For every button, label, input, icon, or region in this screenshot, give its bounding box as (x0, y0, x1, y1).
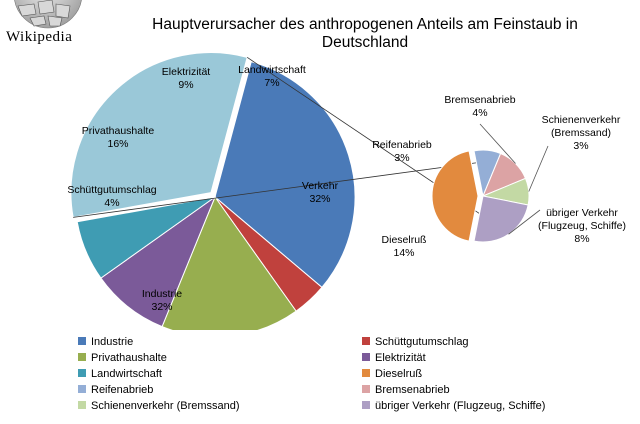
leader-line-bremsenabrieb (479, 123, 516, 164)
legend-swatch (362, 337, 370, 345)
legend-item-privathaushalte: Privathaushalte (78, 352, 167, 368)
legend-label: Bremsenabrieb (375, 384, 450, 396)
slice-label-industrie: Industrie 32% (142, 288, 182, 313)
pie-slice-privathaushalte (161, 195, 297, 330)
main-pie-labels: Industrie 32% Schüttgutumschlag 4% Privathau… (67, 64, 338, 313)
legend-swatch (362, 353, 370, 361)
legend-swatch (362, 401, 370, 409)
slice-label-elektrizitaet: Elektrizität 9% (162, 66, 211, 91)
pie-of-pie-chart: Industrie 32% Schüttgutumschlag 4% Privathau… (67, 52, 626, 330)
chart-title: Hauptverursacher des anthropogenen Antei… (152, 16, 578, 51)
legend-label: Schienenverkehr (Bremssand) (91, 400, 240, 412)
legend-swatch (362, 385, 370, 393)
slice-label-privathaushalte: Privathaushalte 16% (82, 125, 155, 150)
legend-swatch (78, 353, 86, 361)
legend-swatch (78, 369, 86, 377)
sub-slice-label-reifenabrieb: Reifenabrieb 3% (372, 139, 432, 164)
sub-slice-label-bremsenabrieb: Bremsenabrieb 4% (444, 94, 515, 119)
sub-pie-slice-uebriger-verkehr-flugzeug-schiffe (473, 195, 529, 243)
legend-label: Industrie (91, 336, 134, 348)
wikipedia-globe-logo (14, 0, 82, 29)
sub-slice-label-dieselruss: Dieselruß 14% (382, 234, 427, 259)
legend-label: Dieselruß (375, 368, 423, 380)
wikipedia-wordmark: Wikipedia (6, 29, 73, 45)
legend-label: Elektrizität (375, 352, 426, 364)
sub-slice-label-schienenverkehr-bremssand: Schienenverkehr (Bremssand) 3% (542, 114, 621, 152)
legend-item-dieselruss: Dieselruß (362, 368, 422, 384)
slice-label-schuettgutumschlag: Schüttgutumschlag 4% (67, 184, 156, 209)
sub-pie-labels: Dieselruß 14% Reifenabrieb 3% Bremsenabrieb 4… (372, 94, 626, 259)
legend-swatch (362, 369, 370, 377)
legend-label: übriger Verkehr (Flugzeug, Schiffe) (375, 400, 546, 412)
legend-label: Reifenabrieb (91, 384, 154, 396)
legend-item-bremsenabrieb: Bremsenabrieb (362, 384, 450, 400)
pie-slice-industrie (214, 61, 356, 289)
legend-item-schienenverkehr-bremssand: Schienenverkehr (Bremssand) (78, 400, 240, 416)
pie-slice-verkehr (70, 52, 248, 218)
leader-line-schienenverkehr-bremssand (528, 145, 549, 192)
pie-slice-elektrizitaet (100, 195, 217, 328)
sub-pie-slice-dieselruss (431, 150, 479, 242)
legend-swatch (78, 385, 86, 393)
legend-label: Privathaushalte (91, 352, 167, 364)
slice-label-landwirtschaft: Landwirtschaft 7% (238, 64, 306, 89)
legend-item-landwirtschaft: Landwirtschaft (78, 368, 162, 384)
legend-item-schuettgutumschlag: Schüttgutumschlag (362, 336, 469, 352)
leader-line-uebriger-verkehr-flugzeug-schiffe (508, 209, 541, 235)
sub-slice-label-uebriger-verkehr-flugzeug-schiffe: übriger Verkehr (Flugzeug, Schiffe) 8% (538, 207, 626, 245)
legend-item-reifenabrieb: Reifenabrieb (78, 384, 153, 400)
legend-swatch (78, 337, 86, 345)
legend-label: Landwirtschaft (91, 368, 162, 380)
main-pie (70, 52, 356, 330)
legend-item-elektrizitaet: Elektrizität (362, 352, 426, 368)
legend-swatch (78, 401, 86, 409)
connector-line-upper (73, 157, 510, 218)
sub-pie (431, 149, 530, 243)
legend-item-industrie: Industrie (78, 336, 133, 352)
pie-slice-landwirtschaft (76, 196, 216, 279)
slice-label-verkehr: Verkehr 32% (302, 180, 339, 205)
legend-item-uebriger-verkehr-flugzeug-schiffe: übriger Verkehr (Flugzeug, Schiffe) (362, 400, 545, 416)
legend-label: Schüttgutumschlag (375, 336, 469, 348)
